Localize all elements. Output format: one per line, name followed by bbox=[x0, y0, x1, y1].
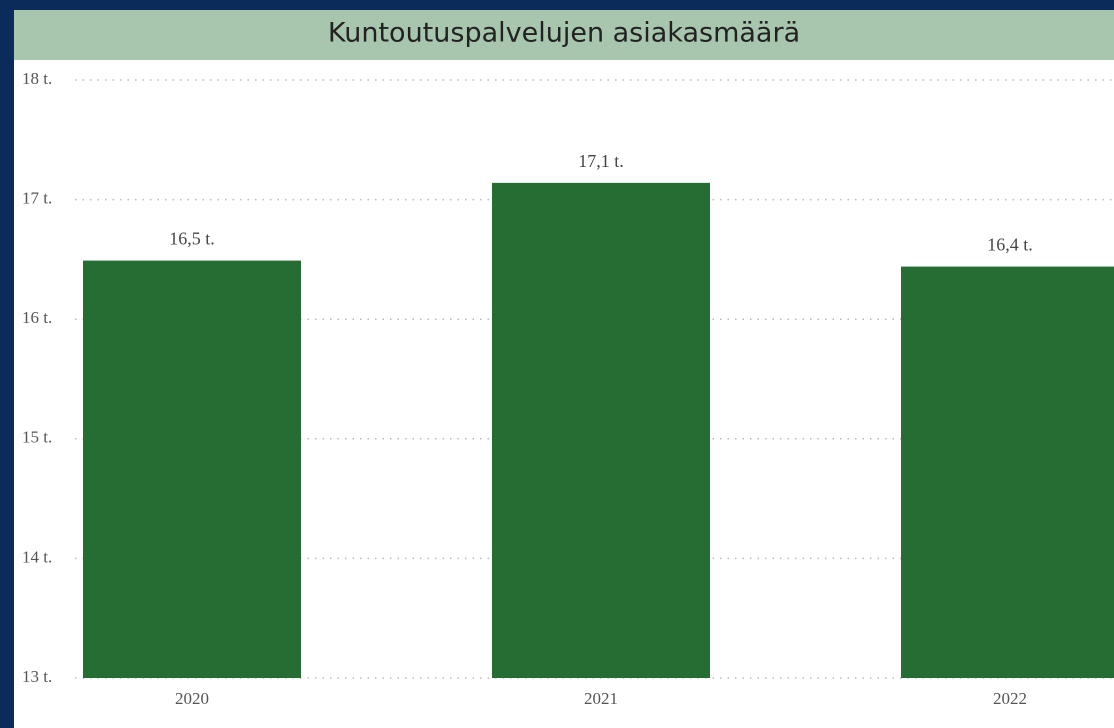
title-band bbox=[14, 10, 1114, 60]
data-label: 16,4 t. bbox=[987, 235, 1033, 255]
y-tick-label: 17 t. bbox=[22, 189, 52, 208]
data-label: 17,1 t. bbox=[578, 151, 624, 171]
data-label: 16,5 t. bbox=[169, 229, 215, 249]
y-tick-label: 18 t. bbox=[22, 69, 52, 88]
bar bbox=[83, 260, 301, 678]
bar bbox=[901, 266, 1114, 678]
y-tick-label: 16 t. bbox=[22, 308, 52, 327]
y-tick-label: 13 t. bbox=[22, 667, 52, 686]
x-tick-label: 2021 bbox=[584, 689, 618, 708]
y-tick-label: 14 t. bbox=[22, 547, 52, 566]
bar bbox=[492, 182, 710, 678]
x-tick-label: 2022 bbox=[993, 689, 1027, 708]
chart-title: Kuntoutuspalvelujen asiakasmäärä bbox=[328, 18, 800, 49]
y-tick-label: 15 t. bbox=[22, 428, 52, 447]
x-tick-label: 2020 bbox=[175, 689, 209, 708]
